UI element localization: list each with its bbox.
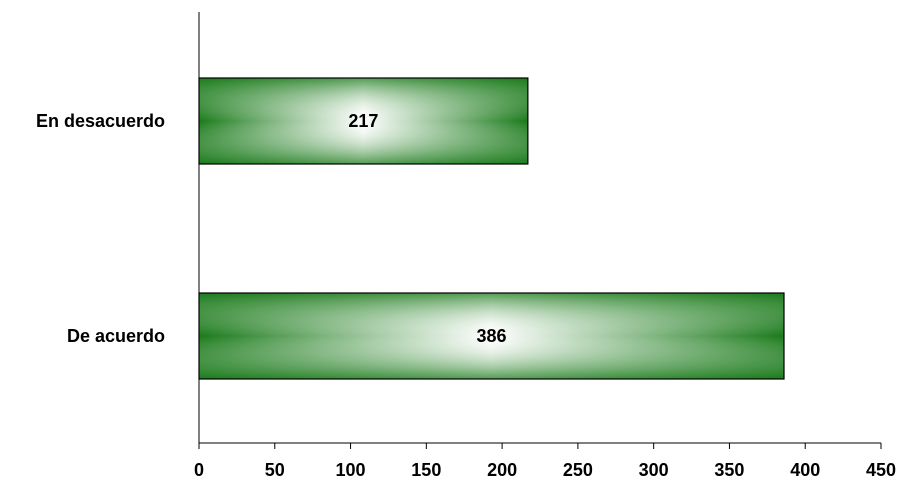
axes-group bbox=[198, 12, 882, 449]
x-tick-label-400: 400 bbox=[790, 460, 820, 480]
x-tick-label-250: 250 bbox=[563, 460, 593, 480]
x-tick-label-150: 150 bbox=[411, 460, 441, 480]
x-tick-label-350: 350 bbox=[714, 460, 744, 480]
x-tick-label-50: 50 bbox=[265, 460, 285, 480]
data-label-2: 386 bbox=[476, 326, 506, 346]
x-tick-label-300: 300 bbox=[639, 460, 669, 480]
category-label-1: En desacuerdo bbox=[36, 111, 165, 131]
category-label-2: De acuerdo bbox=[67, 326, 165, 346]
labels-group: 217 En desacuerdo 386 De acuerdo 0 50 100 150 20… bbox=[36, 111, 896, 480]
bar-1 bbox=[198, 77, 529, 165]
bar-shade bbox=[199, 78, 528, 164]
x-tick-label-450: 450 bbox=[866, 460, 896, 480]
data-label-1: 217 bbox=[348, 111, 378, 131]
x-tick-label-0: 0 bbox=[194, 460, 204, 480]
x-tick-label-100: 100 bbox=[336, 460, 366, 480]
bar-shade bbox=[199, 293, 785, 379]
bars-group bbox=[198, 77, 785, 380]
x-tick-label-200: 200 bbox=[487, 460, 517, 480]
bar-2 bbox=[198, 292, 785, 380]
